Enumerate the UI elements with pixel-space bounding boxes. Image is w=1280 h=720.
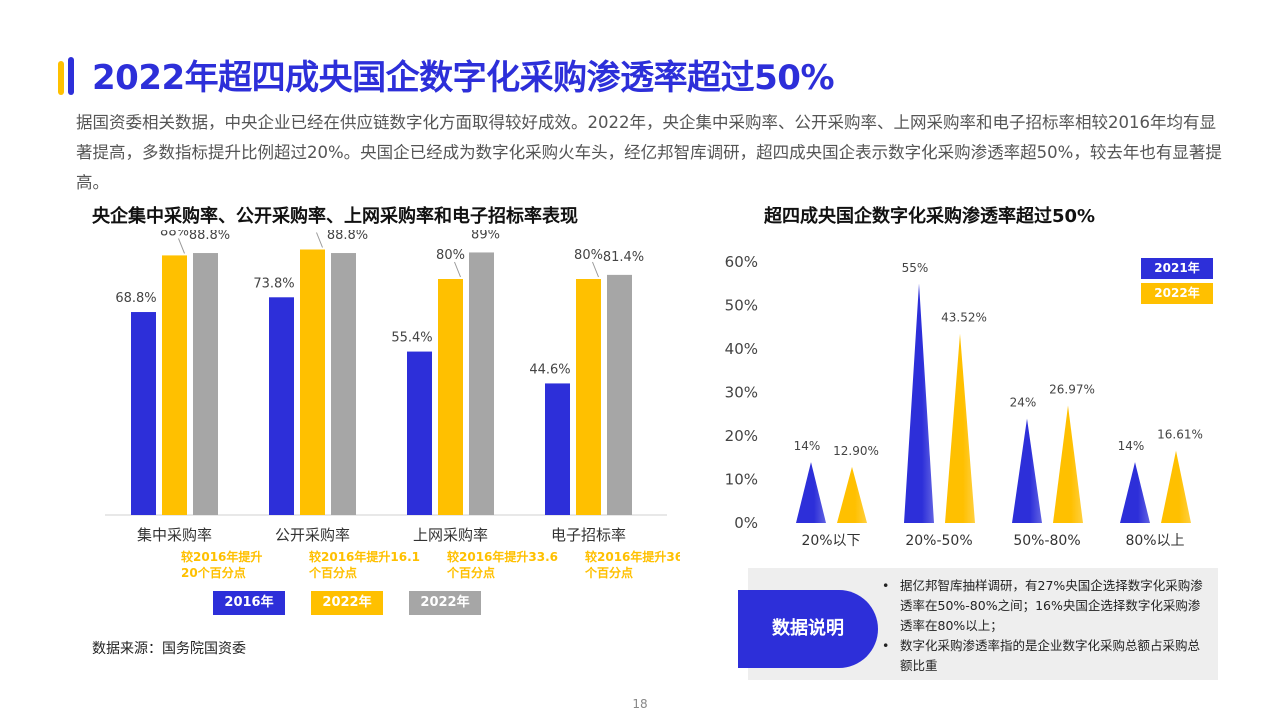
data-label-0-1: 88% <box>160 230 189 239</box>
cone-label-2-1: 26.97% <box>1049 383 1095 397</box>
legend-2022-label: 2022年 <box>1154 286 1200 300</box>
cone-category-2: 50%-80% <box>1013 533 1080 549</box>
legend-2022-gray: 2022年 <box>409 591 481 615</box>
title-accent <box>58 57 78 95</box>
data-source: 数据来源：国务院国资委 <box>92 641 246 657</box>
data-label-1-2: 88.8% <box>327 230 368 243</box>
cone-category-0: 20%以下 <box>801 533 860 549</box>
category-label-1: 公开采购率 <box>275 526 350 544</box>
cone-0-1 <box>837 466 867 523</box>
cone-label-2-0: 24% <box>1010 396 1037 410</box>
y-tick-4: 40% <box>725 340 758 358</box>
bar-3-1 <box>576 279 601 515</box>
data-label-1-0: 73.8% <box>253 276 294 291</box>
accent-bar-yellow <box>58 61 64 95</box>
bar-1-2 <box>331 253 356 515</box>
data-label-2-0: 55.4% <box>391 331 432 346</box>
cone-category-1: 20%-50% <box>905 533 972 549</box>
data-label-3-1: 80% <box>574 248 603 263</box>
cone-3-1 <box>1161 450 1191 523</box>
note-item-1: 据亿邦智库抽样调研，有27%央国企选择数字化采购渗透率在50%-80%之间；16… <box>880 576 1210 636</box>
cone-label-0-1: 12.90% <box>833 444 879 458</box>
y-tick-3: 30% <box>725 384 758 402</box>
y-tick-1: 10% <box>725 471 758 489</box>
annotation-2-line2: 个百分点 <box>446 565 495 580</box>
category-label-2: 上网采购率 <box>413 526 488 544</box>
legend-2022-gray-label: 2022年 <box>420 595 470 610</box>
cone-0-0 <box>796 462 826 523</box>
accent-bar-blue <box>68 57 74 95</box>
leader-line-3 <box>592 261 599 278</box>
bar-2-1 <box>438 279 463 515</box>
data-label-0-0: 68.8% <box>115 291 156 306</box>
data-label-2-1: 80% <box>436 248 465 263</box>
cone-2-0 <box>1012 418 1042 523</box>
cone-label-1-0: 55% <box>902 261 929 275</box>
legend-2022-yellow: 2022年 <box>311 591 383 615</box>
note-item-2: 数字化采购渗透率指的是企业数字化采购总额占采购总额比重 <box>880 636 1210 676</box>
right-chart-title: 超四成央国企数字化采购渗透率超过50% <box>764 206 1096 227</box>
legend-2021: 2021年 <box>1141 258 1213 279</box>
data-label-0-2: 88.8% <box>189 230 230 243</box>
annotation-1-line2: 个百分点 <box>308 565 357 580</box>
left-bar-chart: 68.8%88%88.8%集中采购率较2016年提升20个百分点73.8%90%… <box>105 230 680 580</box>
cone-label-3-0: 14% <box>1118 439 1145 453</box>
category-label-3: 电子招标率 <box>551 526 626 544</box>
cone-label-1-1: 43.52% <box>941 311 987 325</box>
y-tick-6: 60% <box>725 253 758 271</box>
bar-2-0 <box>407 351 432 515</box>
right-cone-chart: 0% 10% 20% 30% 40% 50% 60% 14% 12.90% 20%以下 55% 43.… <box>725 253 1203 549</box>
y-tick-2: 20% <box>725 427 758 445</box>
cone-2-1 <box>1053 405 1083 523</box>
cone-1-0 <box>904 283 934 523</box>
cone-label-0-0: 14% <box>794 439 821 453</box>
data-label-3-2: 81.4% <box>603 250 644 265</box>
cone-label-3-1: 16.61% <box>1157 428 1203 442</box>
cone-1-1 <box>945 333 975 523</box>
bar-0-2 <box>193 253 218 515</box>
intro-paragraph: 据国资委相关数据，中央企业已经在供应链数字化方面取得较好成效。2022年，央企集… <box>76 113 1222 192</box>
bar-0-1 <box>162 255 187 515</box>
category-label-0: 集中采购率 <box>137 526 212 544</box>
bar-1-0 <box>269 297 294 515</box>
cone-category-3: 80%以上 <box>1125 533 1184 549</box>
legend-2022: 2022年 <box>1141 283 1213 304</box>
bar-0-0 <box>131 312 156 515</box>
bar-3-2 <box>607 274 632 515</box>
data-label-1-1: 90% <box>298 230 327 234</box>
leader-line-1 <box>316 232 323 248</box>
leader-line-2 <box>454 261 461 278</box>
data-label-3-0: 44.6% <box>529 362 570 377</box>
annotation-1-line1: 较2016年提升16.1 <box>309 549 420 564</box>
bar-3-0 <box>545 383 570 515</box>
annotation-3-line1: 较2016年提升36.8 <box>585 549 680 564</box>
annotation-0-line1: 较2016年提升 <box>181 549 262 564</box>
data-label-2-2: 89% <box>471 230 500 242</box>
y-tick-0: 0% <box>734 514 758 532</box>
annotation-3-line2: 个百分点 <box>584 565 633 580</box>
left-chart-title: 央企集中采购率、公开采购率、上网采购率和电子招标率表现 <box>92 206 578 227</box>
leader-line-0 <box>178 238 185 254</box>
legend-2022-yellow-label: 2022年 <box>322 595 372 610</box>
legend-2016-label: 2016年 <box>224 595 274 610</box>
bar-2-2 <box>469 252 494 515</box>
legend-2016: 2016年 <box>213 591 285 615</box>
note-list: 据亿邦智库抽样调研，有27%央国企选择数字化采购渗透率在50%-80%之间；16… <box>880 576 1210 676</box>
cone-3-0 <box>1120 462 1150 523</box>
legend-2021-label: 2021年 <box>1154 261 1200 275</box>
y-tick-5: 50% <box>725 297 758 315</box>
page-title: 2022年超四成央国企数字化采购渗透率超过50% <box>92 58 835 98</box>
annotation-0-line2: 20个百分点 <box>181 565 246 580</box>
bar-1-1 <box>300 249 325 515</box>
note-badge: 数据说明 <box>738 590 878 668</box>
annotation-2-line1: 较2016年提升33.6 <box>447 549 558 564</box>
page-number: 18 <box>632 697 648 711</box>
